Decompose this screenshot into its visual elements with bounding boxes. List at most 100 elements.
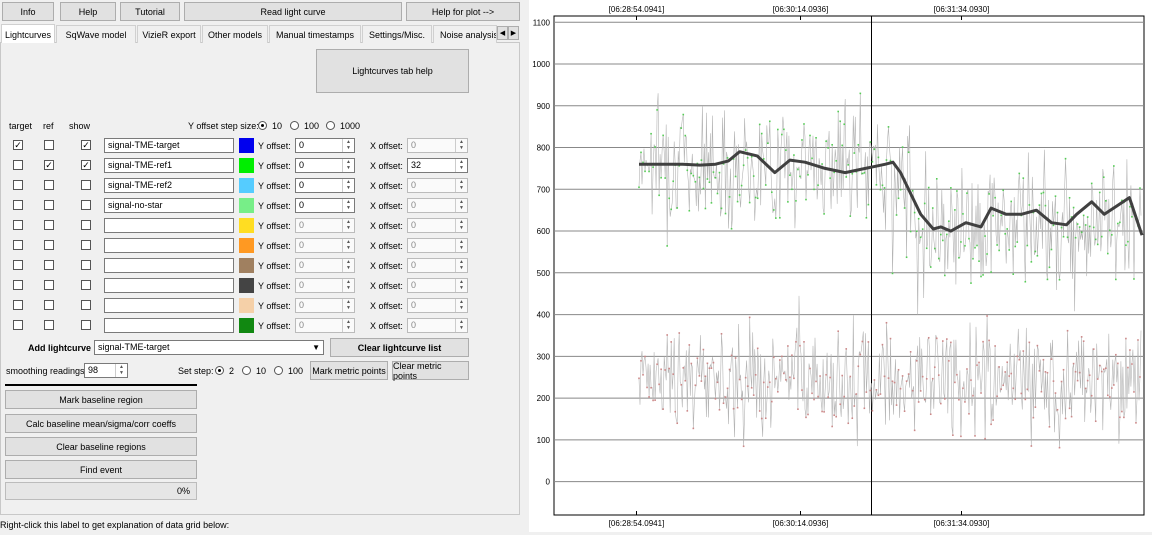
show-checkbox[interactable] — [81, 200, 91, 210]
y-offset-stepper[interactable]: 0 ▲ ▼ — [295, 218, 355, 233]
mark-metric-points-button[interactable]: Mark metric points — [310, 361, 388, 380]
x-offset-stepper[interactable]: 0 ▲ ▼ — [407, 258, 468, 273]
y-offset-stepper[interactable]: 0 ▲ ▼ — [295, 198, 355, 213]
color-swatch[interactable] — [239, 278, 254, 293]
color-swatch[interactable] — [239, 238, 254, 253]
show-checkbox[interactable] — [81, 300, 91, 310]
y-step-radio-1000[interactable] — [326, 121, 335, 130]
lightcurve-name-field[interactable]: signal-TME-target — [104, 138, 234, 153]
read-light-curve-button[interactable]: Read light curve — [184, 2, 402, 21]
find-event-button[interactable]: Find event — [5, 460, 197, 479]
show-checkbox[interactable]: ✓ — [81, 160, 91, 170]
lightcurve-name-field[interactable] — [104, 238, 234, 253]
y-offset-stepper[interactable]: 0 ▲ ▼ — [295, 278, 355, 293]
tab-sqwave-model[interactable]: SqWave model — [56, 25, 136, 43]
set-step-radio-100[interactable] — [274, 366, 283, 375]
clear-lightcurve-list-button[interactable]: Clear lightcurve list — [330, 338, 469, 357]
stepper-arrows-icon[interactable]: ▲ ▼ — [342, 279, 354, 292]
tab-scroll-left-icon[interactable]: ◀ — [497, 26, 508, 40]
target-checkbox[interactable] — [13, 320, 23, 330]
ref-checkbox[interactable] — [44, 320, 54, 330]
tab-settings-misc[interactable]: Settings/Misc. — [362, 25, 432, 43]
help-for-plot-button[interactable]: Help for plot --> — [406, 2, 520, 21]
ref-checkbox[interactable] — [44, 200, 54, 210]
y-offset-stepper[interactable]: 0 ▲ ▼ — [295, 138, 355, 153]
y-step-radio-100[interactable] — [290, 121, 299, 130]
lightcurve-name-field[interactable] — [104, 278, 234, 293]
target-checkbox[interactable] — [13, 200, 23, 210]
x-offset-stepper[interactable]: 0 ▲ ▼ — [407, 278, 468, 293]
stepper-arrows-icon[interactable]: ▲ ▼ — [455, 199, 467, 212]
target-checkbox[interactable] — [13, 160, 23, 170]
stepper-arrows-icon[interactable]: ▲ ▼ — [342, 239, 354, 252]
ref-checkbox[interactable] — [44, 280, 54, 290]
clear-metric-points-button[interactable]: Clear metric points — [392, 361, 469, 381]
stepper-arrows-icon[interactable]: ▲ ▼ — [342, 199, 354, 212]
color-swatch[interactable] — [239, 318, 254, 333]
stepper-arrows-icon[interactable]: ▲ ▼ — [455, 319, 467, 332]
ref-checkbox[interactable]: ✓ — [44, 160, 54, 170]
x-offset-stepper[interactable]: 0 ▲ ▼ — [407, 238, 468, 253]
color-swatch[interactable] — [239, 258, 254, 273]
x-offset-stepper[interactable]: 0 ▲ ▼ — [407, 198, 468, 213]
lightcurve-name-field[interactable] — [104, 258, 234, 273]
target-checkbox[interactable] — [13, 220, 23, 230]
y-offset-stepper[interactable]: 0 ▲ ▼ — [295, 238, 355, 253]
y-offset-stepper[interactable]: 0 ▲ ▼ — [295, 318, 355, 333]
stepper-arrows-icon[interactable]: ▲ ▼ — [455, 179, 467, 192]
tutorial-button[interactable]: Tutorial — [120, 2, 180, 21]
info-button[interactable]: Info — [2, 2, 54, 21]
stepper-arrows-icon[interactable]: ▲ ▼ — [455, 139, 467, 152]
stepper-arrows-icon[interactable]: ▲ ▼ — [455, 239, 467, 252]
data-grid-help-label[interactable]: Right-click this label to get explanatio… — [0, 520, 230, 530]
stepper-arrows-icon[interactable]: ▲ ▼ — [455, 299, 467, 312]
tab-vizier-export[interactable]: VizieR export — [137, 25, 201, 43]
y-offset-stepper[interactable]: 0 ▲ ▼ — [295, 258, 355, 273]
add-lightcurve-dropdown[interactable]: signal-TME-target ▼ — [94, 340, 324, 355]
x-offset-stepper[interactable]: 0 ▲ ▼ — [407, 178, 468, 193]
target-checkbox[interactable] — [13, 180, 23, 190]
show-checkbox[interactable] — [81, 220, 91, 230]
target-checkbox[interactable] — [13, 260, 23, 270]
lightcurves-tab-help-button[interactable]: Lightcurves tab help — [316, 49, 469, 93]
color-swatch[interactable] — [239, 298, 254, 313]
x-offset-stepper[interactable]: 0 ▲ ▼ — [407, 298, 468, 313]
help-button[interactable]: Help — [60, 2, 116, 21]
color-swatch[interactable] — [239, 218, 254, 233]
show-checkbox[interactable] — [81, 240, 91, 250]
stepper-arrows-icon[interactable]: ▲ ▼ — [455, 279, 467, 292]
lightcurve-name-field[interactable] — [104, 318, 234, 333]
tab-noise-analysis[interactable]: Noise analysis/I — [433, 25, 497, 43]
show-checkbox[interactable] — [81, 260, 91, 270]
clear-baseline-regions-button[interactable]: Clear baseline regions — [5, 437, 197, 456]
ref-checkbox[interactable] — [44, 220, 54, 230]
tab-scroll-right-icon[interactable]: ▶ — [508, 26, 519, 40]
stepper-arrows-icon[interactable]: ▲ ▼ — [342, 179, 354, 192]
stepper-arrows-icon[interactable]: ▲ ▼ — [342, 219, 354, 232]
x-offset-stepper[interactable]: 0 ▲ ▼ — [407, 138, 468, 153]
stepper-arrows-icon[interactable]: ▲ ▼ — [342, 259, 354, 272]
ref-checkbox[interactable] — [44, 240, 54, 250]
chart-svg[interactable]: 0 100 200 300 400 500 600 700 800 900 1000 1100 [06:… — [529, 0, 1152, 532]
light-curve-plot[interactable]: 0 100 200 300 400 500 600 700 800 900 1000 1100 [06:… — [529, 0, 1152, 532]
stepper-arrows-icon[interactable]: ▲ ▼ — [455, 159, 467, 172]
ref-checkbox[interactable] — [44, 180, 54, 190]
calc-baseline-button[interactable]: Calc baseline mean/sigma/corr coeffs — [5, 414, 197, 433]
set-step-radio-2[interactable] — [215, 366, 224, 375]
lightcurve-name-field[interactable]: signal-TME-ref2 — [104, 178, 234, 193]
stepper-arrows-icon[interactable]: ▲ ▼ — [342, 319, 354, 332]
tab-other-models[interactable]: Other models — [202, 25, 268, 43]
stepper-arrows-icon[interactable]: ▲ ▼ — [455, 219, 467, 232]
ref-checkbox[interactable] — [44, 300, 54, 310]
mark-baseline-region-button[interactable]: Mark baseline region — [5, 390, 197, 409]
lightcurve-name-field[interactable] — [104, 298, 234, 313]
set-step-radio-10[interactable] — [242, 366, 251, 375]
y-offset-stepper[interactable]: 0 ▲ ▼ — [295, 158, 355, 173]
y-offset-stepper[interactable]: 0 ▲ ▼ — [295, 298, 355, 313]
show-checkbox[interactable] — [81, 180, 91, 190]
target-checkbox[interactable]: ✓ — [13, 140, 23, 150]
show-checkbox[interactable]: ✓ — [81, 140, 91, 150]
y-step-radio-10[interactable] — [258, 121, 267, 130]
x-offset-stepper[interactable]: 0 ▲ ▼ — [407, 318, 468, 333]
ref-checkbox[interactable] — [44, 140, 54, 150]
